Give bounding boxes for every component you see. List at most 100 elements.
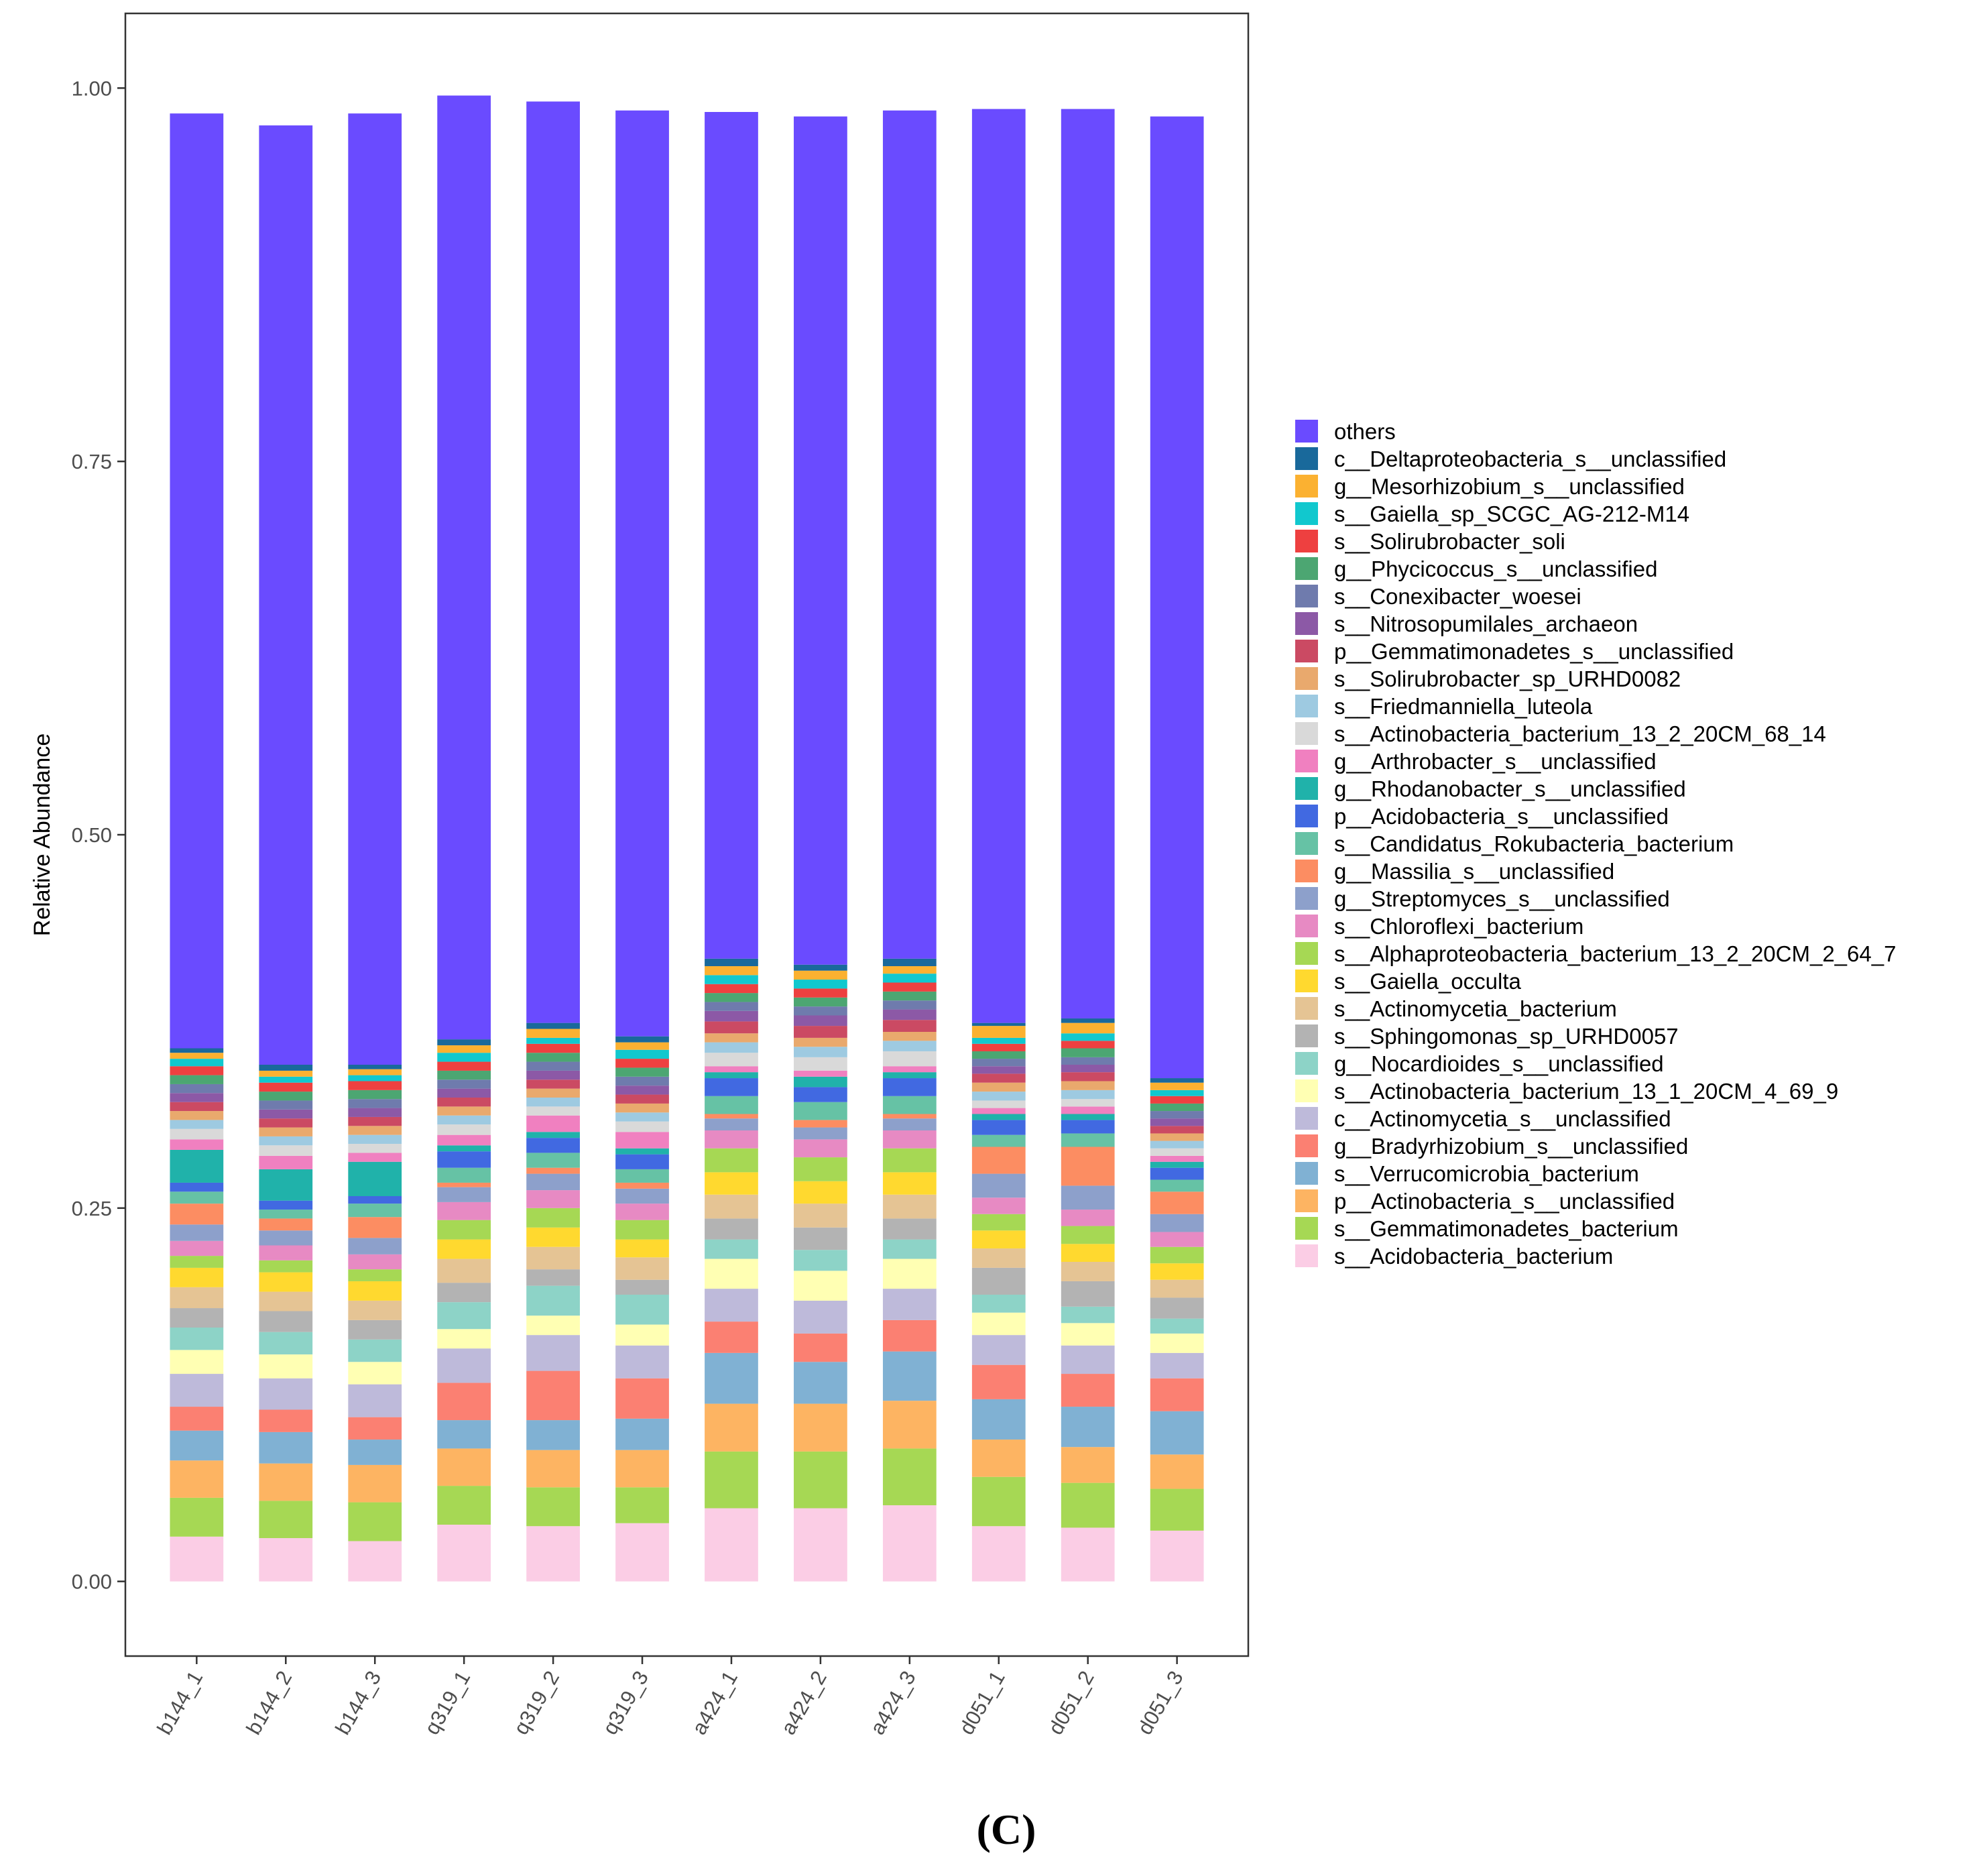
bar-segment: [794, 988, 847, 998]
bar-segment: [170, 1128, 224, 1140]
legend-item: g__Bradyrhizobium_s__unclassified: [1295, 1134, 1688, 1159]
bar-segment: [259, 1127, 313, 1136]
legend-label: s__Actinomycetia_bacterium: [1334, 996, 1617, 1021]
bar-segment: [1150, 1140, 1204, 1149]
bar-segment: [259, 1409, 313, 1432]
bar-segment: [170, 1139, 224, 1150]
legend-swatch: [1295, 942, 1318, 965]
bar-segment: [526, 1053, 580, 1062]
legend-item: s__Solirubrobacter_sp_URHD0082: [1295, 666, 1681, 691]
bar-segment: [170, 1430, 224, 1461]
bar-segment: [794, 1181, 847, 1204]
y-axis-label: Relative Abundance: [29, 734, 55, 936]
bar-segment: [526, 1173, 580, 1191]
bar-segment: [615, 1204, 669, 1220]
legend-item: p__Actinobacteria_s__unclassified: [1295, 1189, 1675, 1214]
bar-segment: [794, 1070, 847, 1077]
bar-segment: [615, 110, 669, 1037]
bar-segment: [259, 1200, 313, 1210]
bar-segment: [705, 975, 758, 984]
legend-label: s__Acidobacteria_bacterium: [1334, 1244, 1613, 1269]
x-tick-label: q319_2: [509, 1667, 564, 1739]
bar-segment: [1150, 1082, 1204, 1090]
bar-segment: [1061, 1185, 1115, 1210]
bar-segment: [437, 1187, 491, 1202]
legend-item: s__Candidatus_Rokubacteria_bacterium: [1295, 831, 1734, 856]
bar-segment: [971, 1092, 1026, 1101]
bar-segment: [705, 1021, 758, 1034]
bar-segment: [882, 1130, 937, 1149]
x-tick-label: b144_2: [241, 1667, 296, 1739]
bar-segment: [971, 1476, 1026, 1527]
legend-item: s__Actinobacteria_bacterium_13_1_20CM_4_…: [1295, 1079, 1838, 1104]
bar-segment: [882, 1505, 937, 1582]
bar-segment: [348, 1254, 402, 1270]
bar-segment: [526, 1450, 580, 1488]
legend-item: s__Conexibacter_woesei: [1295, 584, 1581, 609]
legend-swatch: [1295, 447, 1318, 470]
legend-label: s__Gaiella_occulta: [1334, 969, 1521, 994]
bar-segment: [1061, 1262, 1115, 1281]
x-tick-label: b144_1: [152, 1667, 207, 1739]
bar-segment: [170, 1374, 224, 1407]
legend-item: s__Sphingomonas_sp_URHD0057: [1295, 1024, 1679, 1049]
legend-item: g__Streptomyces_s__unclassified: [1295, 886, 1670, 911]
bar-segment: [437, 1420, 491, 1449]
y-tick-label: 0.25: [72, 1197, 112, 1220]
bar-segment: [705, 1042, 758, 1053]
bar-segment: [348, 1069, 402, 1075]
legend-item: g__Mesorhizobium_s__unclassified: [1295, 474, 1685, 499]
bar-segment: [259, 1169, 313, 1201]
bar-segment: [705, 984, 758, 994]
bar-segment: [1061, 1345, 1115, 1374]
bar-segment: [259, 1538, 313, 1582]
legend-swatch: [1295, 887, 1318, 910]
legend-swatch: [1295, 585, 1318, 607]
legend-label: p__Actinobacteria_s__unclassified: [1334, 1189, 1675, 1214]
y-tick-label: 0.75: [72, 450, 112, 473]
bar-segment: [971, 1082, 1026, 1092]
bar-segment: [170, 1075, 224, 1084]
bar-segment: [1061, 1147, 1115, 1186]
bar-segment: [437, 1045, 491, 1053]
bar-segment: [526, 1526, 580, 1582]
bar-segment: [259, 1100, 313, 1110]
legend-swatch: [1295, 1134, 1318, 1157]
bar-segment: [348, 1075, 402, 1081]
bar-segment: [971, 109, 1026, 1023]
bar-segment: [1150, 1133, 1204, 1141]
bar-segment: [259, 1155, 313, 1169]
bar-segment: [437, 1151, 491, 1168]
bar-segment: [882, 1258, 937, 1289]
legend-item: g__Phycicoccus_s__unclassified: [1295, 556, 1657, 581]
bar-segment: [437, 1525, 491, 1582]
bar-segment: [1150, 1126, 1204, 1134]
legend-swatch: [1295, 860, 1318, 882]
bar-segment: [971, 1108, 1026, 1114]
bar-segment: [882, 1148, 937, 1173]
bar-segment: [1061, 1244, 1115, 1262]
bar-segment: [615, 1450, 669, 1488]
bar-segment: [526, 1285, 580, 1316]
legend-label: g__Streptomyces_s__unclassified: [1334, 886, 1670, 911]
bar-segment: [882, 1041, 937, 1051]
bar-segment: [348, 1126, 402, 1135]
bar-segment: [615, 1345, 669, 1379]
bar-segment: [170, 1120, 224, 1129]
bar-segment: [882, 1072, 937, 1079]
bar-segment: [971, 1134, 1026, 1147]
legend-swatch: [1295, 777, 1318, 800]
bar-segment: [259, 1065, 313, 1071]
bar-segment: [794, 970, 847, 980]
bar-stack-a424_2: [794, 116, 847, 1582]
bar-stack-b144_3: [348, 113, 402, 1582]
bar-segment: [794, 1047, 847, 1057]
bar-segment: [615, 1148, 669, 1155]
bar-segment: [615, 1188, 669, 1204]
bar-segment: [437, 1220, 491, 1240]
legend-label: others: [1334, 419, 1396, 444]
bar-segment: [259, 1332, 313, 1355]
bar-segment: [1061, 1081, 1115, 1090]
bar-segment: [526, 1022, 580, 1029]
legend-label: s__Actinobacteria_bacterium_13_1_20CM_4_…: [1334, 1079, 1838, 1104]
